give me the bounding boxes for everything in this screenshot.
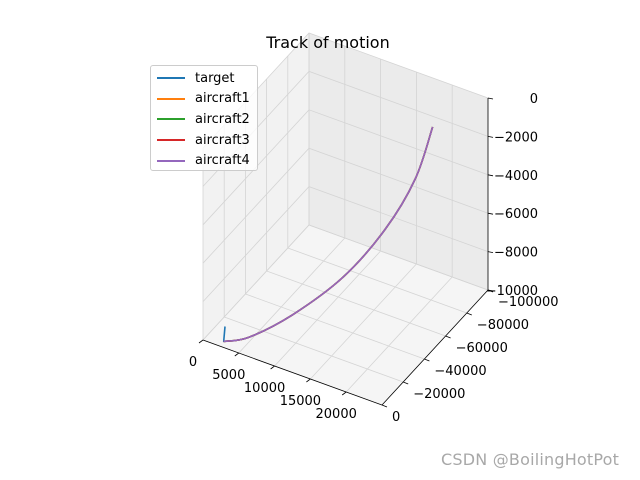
legend-label-aircraft3: aircraft3 xyxy=(195,132,250,148)
legend-swatch-aircraft3 xyxy=(157,139,185,142)
y-tick-label: −100000 xyxy=(498,295,559,310)
z-tick-label: −2000 xyxy=(494,130,538,145)
z-tick xyxy=(487,136,494,138)
grid-line-z xyxy=(202,224,489,341)
x-tick-label: 0 xyxy=(189,355,197,370)
x-tick-label: 20000 xyxy=(316,407,357,422)
legend-label-target: target xyxy=(195,70,235,86)
y-tick-label: −20000 xyxy=(413,387,465,402)
y-tick-label: −80000 xyxy=(477,318,529,333)
pane-floor xyxy=(203,225,488,405)
series-lines xyxy=(222,126,434,343)
z-tick xyxy=(487,251,494,253)
legend: target aircraft1 aircraft2 aircraft3 air… xyxy=(150,65,258,171)
grid-line-z xyxy=(202,186,489,302)
y-tick-label: −60000 xyxy=(456,341,508,356)
z-tick-label: −8000 xyxy=(494,246,538,261)
legend-item-target: target xyxy=(151,68,257,89)
y-tick xyxy=(424,358,430,362)
x-axis-line xyxy=(202,339,383,406)
y-tick xyxy=(466,312,472,316)
pane-left xyxy=(203,33,309,340)
axis-lines xyxy=(202,98,489,406)
legend-swatch-aircraft4 xyxy=(157,159,185,162)
z-tick xyxy=(487,289,494,292)
x-tick xyxy=(270,365,275,370)
y-tick-label: 0 xyxy=(392,410,400,425)
x-tick xyxy=(341,391,347,396)
legend-label-aircraft2: aircraft2 xyxy=(195,111,250,127)
x-tick xyxy=(234,352,240,357)
chart-title: Track of motion xyxy=(266,33,390,52)
x-tick xyxy=(198,339,204,344)
grid-line-z xyxy=(202,147,489,264)
x-tick-label: 10000 xyxy=(244,381,285,396)
pane-back xyxy=(309,33,488,290)
z-tick xyxy=(487,97,494,100)
y-tick xyxy=(445,335,451,339)
y-axis-line xyxy=(381,289,489,406)
z-tick-label: 0 xyxy=(530,92,538,107)
legend-item-aircraft3: aircraft3 xyxy=(151,130,257,151)
x-tick xyxy=(306,378,311,383)
legend-swatch-aircraft1 xyxy=(157,97,185,100)
z-tick xyxy=(487,174,494,177)
legend-item-aircraft1: aircraft1 xyxy=(151,89,257,110)
legend-swatch-aircraft2 xyxy=(157,118,185,121)
series-line-aircraft4 xyxy=(223,126,434,343)
x-tick-label: 15000 xyxy=(280,394,321,409)
legend-label-aircraft1: aircraft1 xyxy=(195,91,250,107)
legend-label-aircraft4: aircraft4 xyxy=(195,153,250,169)
y-tick xyxy=(381,404,388,408)
grid-line-z xyxy=(202,109,489,226)
legend-item-aircraft2: aircraft2 xyxy=(151,109,257,130)
z-tick-label: −10000 xyxy=(486,284,538,299)
legend-swatch-target xyxy=(157,77,185,80)
axis-panes xyxy=(203,33,488,405)
y-tick xyxy=(403,381,409,385)
watermark: CSDN @BoilingHotPot xyxy=(441,450,620,469)
x-tick-label: 5000 xyxy=(212,368,245,383)
legend-item-aircraft4: aircraft4 xyxy=(151,150,257,171)
z-tick xyxy=(487,212,494,215)
z-tick-label: −6000 xyxy=(494,207,538,222)
y-tick-label: −40000 xyxy=(434,364,486,379)
tick-marks xyxy=(198,97,494,408)
z-tick-label: −4000 xyxy=(494,169,538,184)
